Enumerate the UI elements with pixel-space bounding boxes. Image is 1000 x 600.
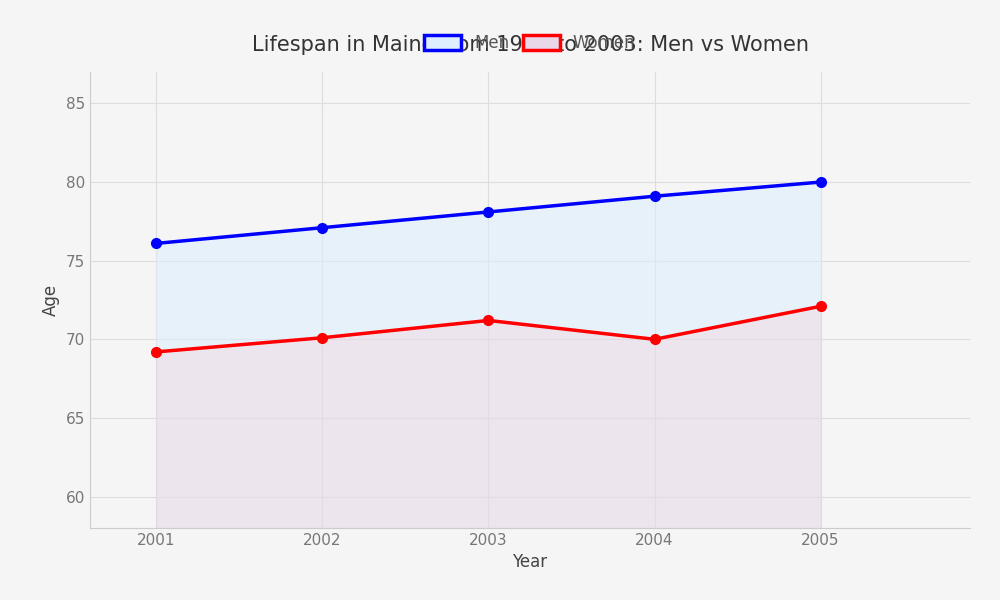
X-axis label: Year: Year bbox=[512, 553, 548, 571]
Legend: Men, Women: Men, Women bbox=[416, 26, 644, 60]
Title: Lifespan in Maine from 1960 to 2003: Men vs Women: Lifespan in Maine from 1960 to 2003: Men… bbox=[252, 35, 808, 55]
Y-axis label: Age: Age bbox=[42, 284, 60, 316]
